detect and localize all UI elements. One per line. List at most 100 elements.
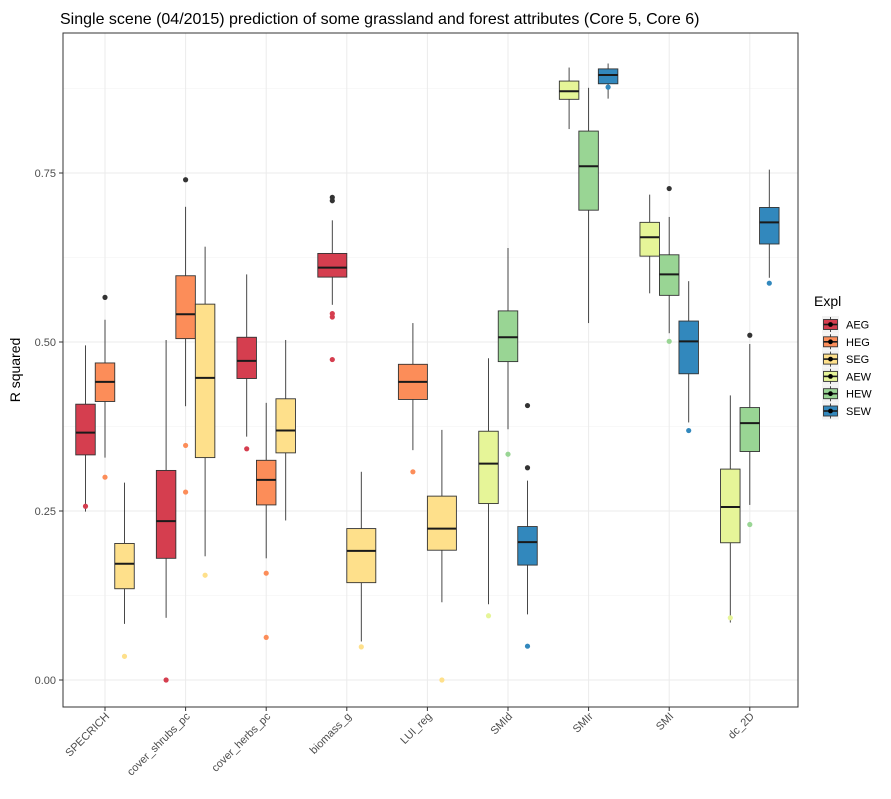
box-SMId-SEW (517, 402, 538, 649)
outlier-point (183, 442, 189, 449)
outlier-point (202, 572, 208, 578)
box-cover_shrubs_pc-AEG (155, 339, 177, 683)
box-iqr (478, 430, 499, 505)
outlier-point (485, 613, 492, 619)
box-cover_herbs_pc-HEG (256, 402, 277, 641)
legend-key-point (828, 339, 833, 345)
outlier-point (263, 634, 269, 641)
box-iqr (256, 459, 277, 506)
outlier-point (505, 451, 511, 457)
box-biomass_g-AEG (317, 194, 348, 363)
outlier-point (524, 465, 531, 471)
box-SMI-SEW (678, 281, 699, 434)
legend: Expl AEG HEG SEG AEW HEW SEW (814, 293, 872, 420)
outlier-point (102, 294, 108, 300)
legend-item-AEG: AEG (822, 316, 869, 333)
box-iqr (236, 336, 257, 379)
outlier-point (263, 570, 269, 576)
x-tick-label: SMId (488, 711, 515, 738)
outlier-point (524, 643, 531, 649)
outlier-point (605, 84, 611, 90)
legend-title: Expl (814, 293, 841, 309)
x-tick-label: SPECRICH (63, 711, 112, 760)
outlier-point (524, 402, 531, 409)
box-SMIr-SEW (597, 63, 619, 99)
x-tick-label: cover_herbs_pc (209, 710, 273, 774)
box-SMIr-HEW (578, 87, 599, 324)
box-iqr (75, 403, 96, 456)
box-iqr (639, 221, 660, 257)
box-iqr (739, 407, 760, 452)
plot-panel-border (62, 32, 799, 708)
box-iqr (155, 469, 177, 559)
outlier-point (329, 356, 335, 363)
box-cover_herbs_pc-AEG (236, 274, 257, 452)
legend-item-AEW: AEW (822, 367, 872, 385)
outlier-point (163, 677, 169, 683)
legend-label: AEG (846, 320, 869, 332)
box-SMIr-AEW (558, 67, 580, 130)
box-iqr (497, 310, 519, 363)
outlier-point (82, 503, 89, 509)
legend-key-point (828, 356, 833, 362)
outlier-point (183, 177, 189, 183)
outlier-point (747, 521, 753, 528)
box-iqr (759, 207, 780, 245)
box-iqr (517, 526, 538, 566)
box-iqr (426, 495, 457, 551)
outlier-point (766, 280, 772, 286)
box-biomass_g-SEG (346, 471, 377, 650)
box-iqr (558, 80, 580, 100)
outlier-point (727, 615, 733, 621)
box-dc_2D-HEW (739, 332, 760, 528)
box-SPECRICH-AEG (75, 345, 96, 512)
outlier-point (666, 185, 672, 192)
box-iqr (578, 130, 599, 211)
box-SMId-HEW (497, 248, 519, 457)
y-tick-label: 0.25 (35, 506, 56, 518)
x-tick-label: SMIr (571, 710, 596, 735)
box-cover_herbs_pc-SEG (275, 339, 296, 521)
box-SPECRICH-HEG (94, 294, 116, 480)
box-dc_2D-AEW (720, 395, 741, 623)
outlier-point (121, 653, 128, 659)
x-tick-label: cover_shrubs_pc (125, 710, 193, 778)
legend-item-SEG: SEG (822, 350, 869, 368)
box-SMI-HEW (659, 185, 680, 344)
legend-item-HEW: HEW (822, 385, 872, 403)
y-tick-label: 0.00 (35, 675, 56, 687)
box-iqr (678, 320, 699, 375)
chart-title: Single scene (04/2015) prediction of som… (60, 11, 699, 28)
box-iqr (114, 542, 135, 590)
box-SMI-AEW (639, 194, 660, 294)
x-tick-label: LUI_reg (398, 711, 434, 747)
outlier-point (102, 474, 108, 480)
outlier-point (244, 446, 250, 452)
legend-label: AEW (846, 371, 872, 383)
x-tick-label: dc_2D (726, 711, 757, 742)
box-LUI_reg-SEG (426, 429, 457, 683)
outlier-point (329, 314, 335, 320)
legend-item-HEG: HEG (822, 333, 870, 351)
box-iqr (317, 252, 348, 278)
outlier-point (439, 677, 445, 683)
box-iqr (597, 68, 619, 85)
y-axis-title: R squared (7, 338, 23, 403)
box-iqr (175, 275, 196, 340)
x-tick-label: biomass_g (308, 711, 354, 757)
outlier-point (183, 489, 189, 495)
legend-item-SEW: SEW (822, 402, 872, 420)
box-SMId-AEW (478, 358, 499, 619)
legend-label: HEW (846, 389, 872, 401)
outlier-point (666, 338, 672, 344)
legend-key-point (828, 408, 833, 414)
y-axis: 0.00 0.25 0.50 0.75 (35, 168, 63, 687)
box-SPECRICH-SEG (114, 482, 135, 659)
box-cover_shrubs_pc-HEG (175, 177, 196, 495)
outlier-point (410, 469, 416, 475)
outlier-point (358, 644, 364, 650)
outlier-point (686, 427, 692, 434)
box-iqr (275, 398, 296, 454)
outlier-point (329, 198, 335, 204)
